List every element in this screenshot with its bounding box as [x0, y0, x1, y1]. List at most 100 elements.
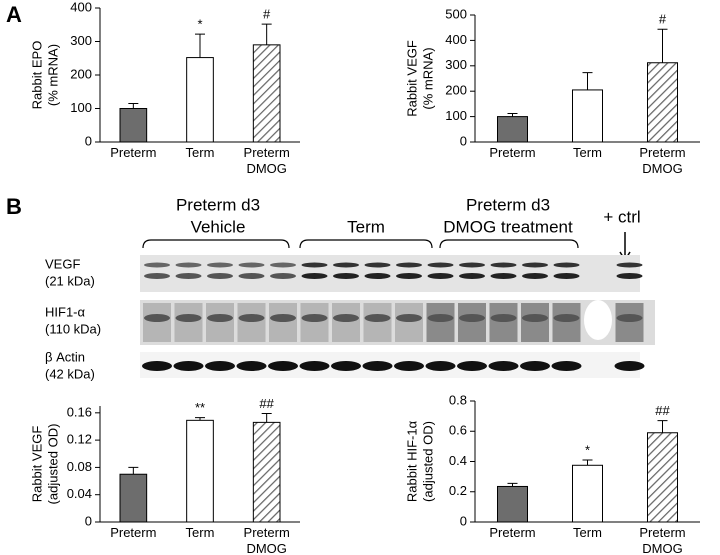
x-tick-label: Preterm DMOG: [639, 145, 685, 176]
band: [333, 262, 359, 268]
band: [427, 273, 454, 279]
band: [142, 361, 172, 371]
band: [457, 361, 487, 371]
band: [207, 273, 233, 279]
group-label: Preterm d3: [466, 195, 550, 214]
band: [459, 314, 485, 322]
y-tick-label: 0.16: [67, 404, 92, 419]
band: [553, 273, 580, 279]
band: [144, 314, 170, 322]
band: [520, 361, 550, 371]
lane: [552, 303, 581, 342]
error-bar: [195, 417, 205, 421]
band: [236, 361, 267, 371]
panel-label: B: [6, 194, 22, 219]
y-tick-label: 300: [445, 57, 467, 72]
band: [270, 314, 296, 322]
band: [270, 273, 296, 279]
error-bar: [261, 413, 272, 423]
band: [522, 262, 548, 268]
lane: [332, 303, 360, 342]
y-tick-label: 0.04: [67, 486, 92, 501]
band: [301, 314, 328, 322]
y-axis-label: (adjusted OD): [420, 421, 435, 502]
row-label: (21 kDa): [45, 273, 95, 288]
y-tick-label: 0: [85, 513, 92, 528]
x-tick-label: Preterm DMOG: [639, 525, 685, 555]
y-tick-label: 0: [460, 133, 467, 148]
x-tick-label: Preterm DMOG: [244, 145, 290, 176]
significance-label: *: [585, 442, 590, 457]
significance-label: ##: [655, 403, 670, 418]
band: [616, 314, 643, 322]
lane: [521, 303, 549, 342]
band: [238, 262, 265, 268]
band: [268, 361, 298, 371]
group-label: + ctrl: [603, 207, 640, 226]
significance-label: *: [197, 17, 202, 32]
band: [394, 361, 424, 371]
y-axis-label: (% mRNA): [420, 47, 435, 109]
error-bar: [195, 33, 205, 58]
lane: [363, 303, 392, 342]
band: [427, 262, 454, 268]
error-bar: [128, 102, 139, 109]
band: [396, 314, 422, 322]
lane: [489, 303, 518, 342]
bar: [119, 473, 148, 523]
significance-label: #: [263, 7, 271, 22]
group-label: Vehicle: [191, 217, 246, 236]
row-label: β Actin: [45, 349, 85, 364]
x-tick-label: Preterm: [110, 145, 156, 160]
band: [425, 361, 456, 371]
band: [364, 314, 391, 322]
band: [301, 273, 328, 279]
y-tick-label: 0.08: [67, 459, 92, 474]
band: [207, 262, 233, 268]
band: [333, 273, 359, 279]
band: [459, 273, 485, 279]
band: [584, 300, 612, 340]
band: [144, 273, 170, 279]
lane: [300, 303, 329, 342]
error-bar: [657, 420, 668, 433]
row-label: VEGF: [45, 256, 80, 271]
bar: [252, 44, 281, 143]
band: [522, 273, 548, 279]
bar: [252, 421, 281, 523]
y-axis-label: (adjusted OD): [45, 424, 60, 505]
band: [362, 361, 393, 371]
band: [553, 314, 580, 322]
y-tick-label: 0.12: [67, 432, 92, 447]
y-tick-label: 0.8: [449, 392, 467, 407]
row-label: HIF1-α: [45, 304, 86, 319]
row-label: (42 kDa): [45, 366, 95, 381]
bar: [497, 116, 528, 143]
y-tick-label: 300: [70, 33, 92, 48]
x-tick-label: Term: [186, 525, 215, 540]
x-tick-label: Preterm: [110, 525, 156, 540]
band: [238, 273, 265, 279]
band: [331, 361, 361, 371]
y-tick-label: 200: [445, 83, 467, 98]
band: [144, 262, 170, 268]
panel-label: A: [6, 2, 22, 27]
band: [205, 361, 235, 371]
band: [175, 314, 202, 322]
band: [553, 262, 580, 268]
error-bar: [582, 72, 593, 90]
band: [459, 262, 485, 268]
lane: [269, 303, 297, 342]
bar: [119, 108, 148, 143]
band: [488, 361, 519, 371]
y-tick-label: 0.2: [449, 483, 467, 498]
y-axis-label: Rabbit HIF-1α: [404, 420, 419, 502]
band: [301, 262, 328, 268]
error-bar: [507, 482, 518, 487]
y-axis-label: Rabbit VEGF: [404, 40, 419, 117]
band: [364, 262, 391, 268]
error-bar: [657, 28, 668, 63]
row-label: (110 kDa): [45, 321, 101, 336]
band: [396, 262, 422, 268]
